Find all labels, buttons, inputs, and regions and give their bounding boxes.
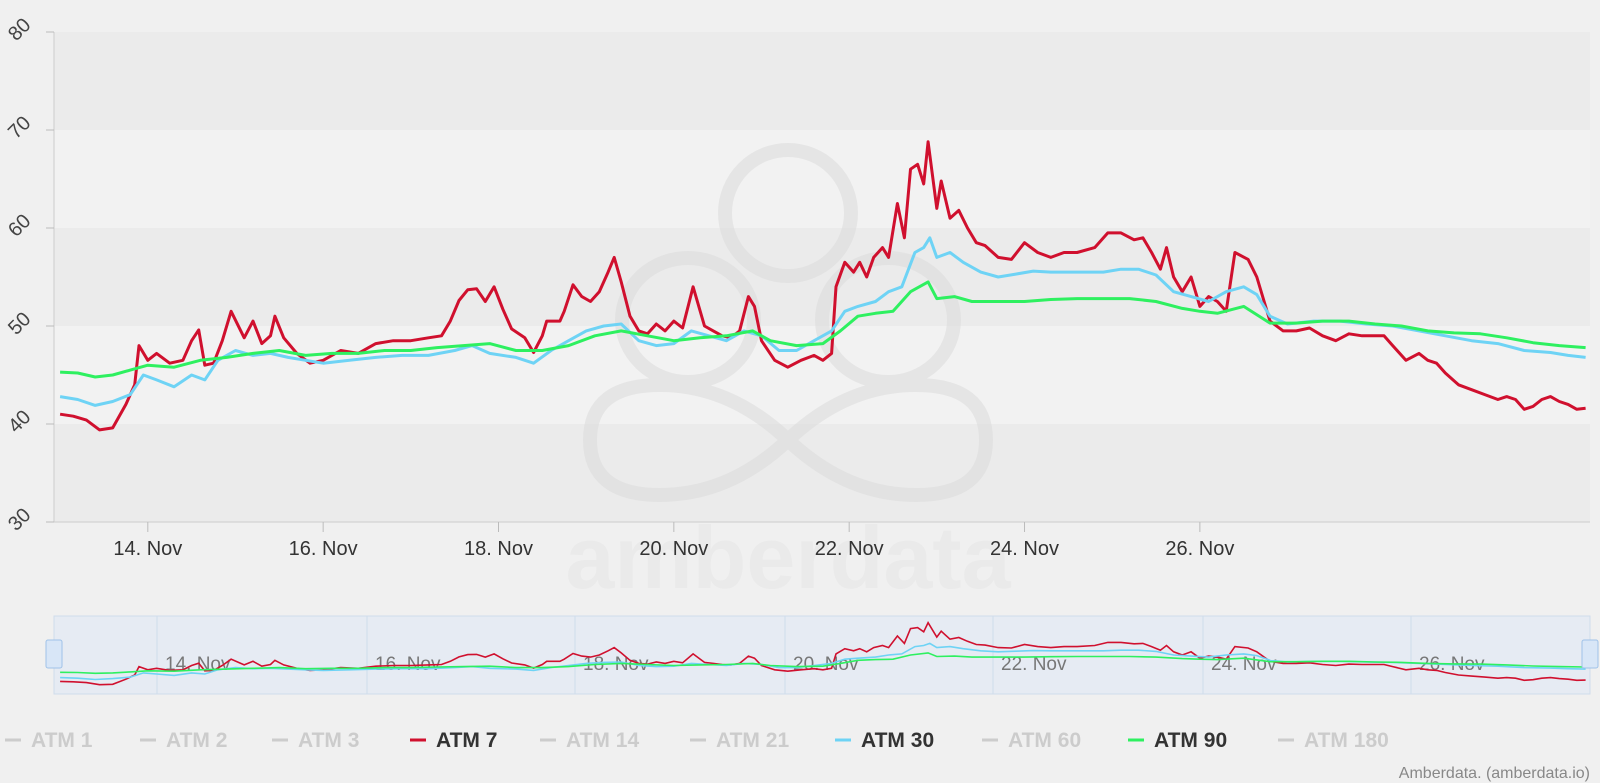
x-tick-label: 14. Nov — [113, 538, 182, 560]
legend-item-atm-60[interactable]: ATM 60 — [982, 729, 1081, 752]
y-tick-label: 40 — [4, 406, 35, 437]
legend: ATM 1 ATM 2 ATM 3 ATM 7 ATM 14 ATM 21 ATM 30 AT… — [5, 729, 1389, 752]
legend-label: ATM 60 — [1008, 729, 1081, 752]
x-tick-label: 26. Nov — [1165, 538, 1234, 560]
legend-label: ATM 3 — [298, 729, 359, 752]
grid-band — [54, 32, 1590, 130]
legend-label: ATM 2 — [166, 729, 227, 752]
navigator[interactable]: 14. Nov 16. Nov 18. Nov 20. Nov 22. Nov 24. N… — [45, 615, 1599, 695]
legend-item-atm-30[interactable]: ATM 30 — [835, 729, 934, 752]
navigator-tick-label: 16. Nov — [375, 654, 441, 675]
legend-label: ATM 21 — [716, 729, 789, 752]
legend-label: ATM 7 — [436, 729, 497, 752]
legend-label: ATM 1 — [31, 729, 93, 752]
y-tick-label: 80 — [4, 14, 35, 45]
navigator-handle-right[interactable] — [1581, 639, 1599, 669]
legend-item-atm-14[interactable]: ATM 14 — [540, 729, 639, 752]
navigator-handle-left[interactable] — [45, 639, 63, 669]
y-tick-label: 60 — [4, 210, 35, 241]
navigator-series — [60, 621, 1586, 686]
legend-item-atm-1[interactable]: ATM 1 — [5, 729, 93, 752]
legend-label: ATM 90 — [1154, 729, 1227, 752]
legend-label: ATM 180 — [1304, 729, 1389, 752]
x-tick-label: 20. Nov — [639, 538, 708, 560]
legend-item-atm-90[interactable]: ATM 90 — [1128, 729, 1227, 752]
x-axis-ticks: 14. Nov 16. Nov 18. Nov 20. Nov 22. Nov 24. N… — [113, 522, 1234, 560]
series-line-atm-30[interactable] — [59, 236, 1586, 407]
y-tick-label: 30 — [4, 504, 35, 535]
navigator-tick-label: 22. Nov — [1001, 654, 1067, 675]
legend-item-atm-21[interactable]: ATM 21 — [690, 729, 789, 752]
navigator-tick-label: 18. Nov — [583, 654, 649, 675]
legend-label: ATM 14 — [566, 729, 639, 752]
y-axis-ticks: 30 40 50 60 70 80 — [4, 14, 54, 535]
series-group — [59, 140, 1586, 432]
navigator-line-atm-90 — [60, 652, 1586, 675]
credits-text[interactable]: Amberdata. (amberdata.io) — [1399, 765, 1590, 782]
y-tick-label: 70 — [4, 112, 35, 143]
x-tick-label: 22. Nov — [815, 538, 884, 560]
legend-item-atm-3[interactable]: ATM 3 — [272, 729, 359, 752]
legend-item-atm-180[interactable]: ATM 180 — [1278, 729, 1389, 752]
navigator-line-atm-30 — [60, 642, 1586, 681]
legend-label: ATM 30 — [861, 729, 934, 752]
legend-item-atm-7[interactable]: ATM 7 — [410, 729, 497, 752]
x-tick-label: 24. Nov — [990, 538, 1059, 560]
navigator-background — [53, 615, 1591, 695]
legend-item-atm-2[interactable]: ATM 2 — [140, 729, 227, 752]
x-tick-label: 18. Nov — [464, 538, 533, 560]
plot-bands — [54, 32, 1590, 522]
x-tick-label: 16. Nov — [289, 538, 358, 560]
y-tick-label: 50 — [4, 308, 35, 339]
watermark-text: amberdata — [565, 508, 1011, 607]
series-line-atm-90[interactable] — [60, 280, 1586, 379]
